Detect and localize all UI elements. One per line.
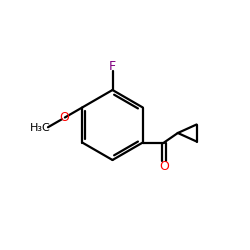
Text: F: F [109,60,116,73]
Text: O: O [60,111,69,124]
Text: H₃C: H₃C [30,123,50,133]
Text: O: O [159,160,169,173]
